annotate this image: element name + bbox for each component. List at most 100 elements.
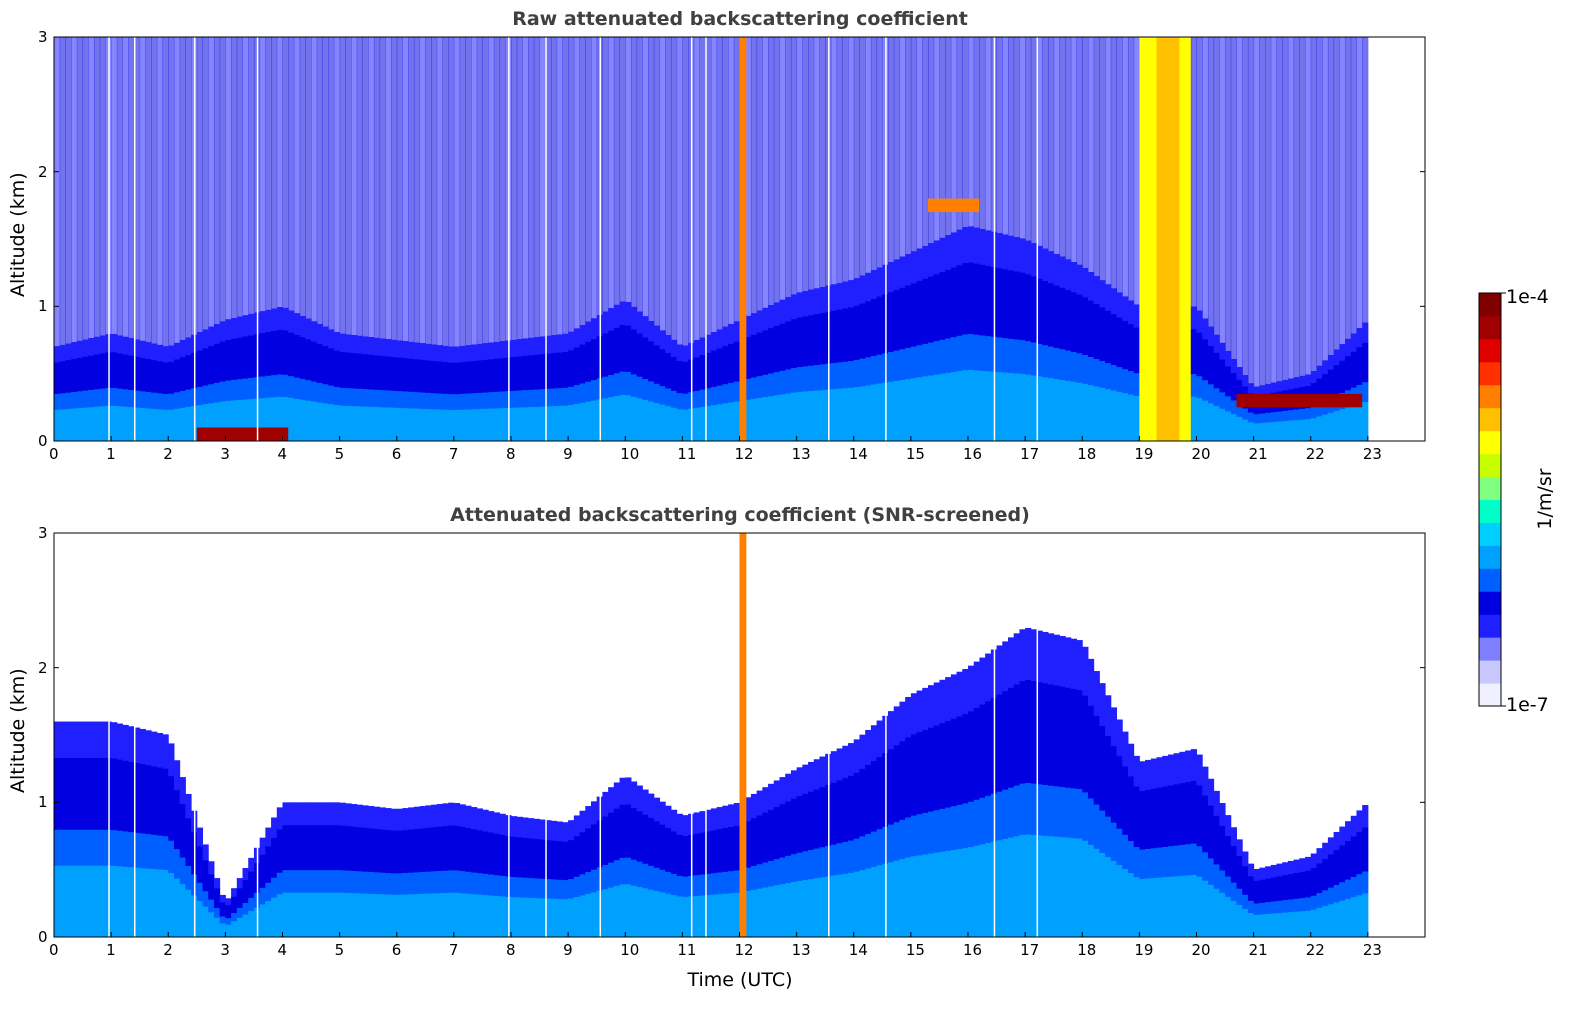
raw-noise-cell <box>916 37 923 249</box>
raw-noise-cell <box>185 37 192 338</box>
screened-heatmap-cell <box>853 805 860 839</box>
screened-heatmap-cell <box>168 807 175 841</box>
screened-heatmap-cell <box>1310 895 1317 910</box>
screened-heatmap-cell <box>1156 787 1163 818</box>
screened-heatmap-cell <box>219 894 226 903</box>
screened-heatmap-cell <box>339 892 346 916</box>
raw-heatmap-cell <box>162 393 169 410</box>
raw-heatmap-cell <box>870 412 878 442</box>
screened-heatmap-cell <box>1293 924 1300 938</box>
screened-heatmap-cell <box>76 865 84 902</box>
screened-heatmap-cell <box>916 772 923 815</box>
screened-heatmap-cell <box>1036 681 1043 734</box>
screened-heatmap-cell <box>682 855 689 877</box>
screened-heatmap-cell <box>1362 849 1369 872</box>
raw-heatmap-cell <box>1093 331 1100 360</box>
screened-heatmap-cell <box>710 915 718 938</box>
screened-heatmap-cell <box>448 802 455 826</box>
raw-heatmap-cell <box>1042 248 1049 282</box>
raw-heatmap-cell <box>196 386 204 406</box>
raw-heatmap-cell <box>796 341 803 368</box>
raw-heatmap-cell <box>476 359 483 377</box>
raw-heatmap-cell <box>305 379 312 401</box>
screened-heatmap-cell <box>1053 836 1060 888</box>
screened-heatmap-cell <box>1076 788 1083 839</box>
raw-heatmap-cell <box>1350 369 1357 388</box>
screened-heatmap-cell <box>139 798 146 834</box>
screened-heatmap-cell <box>396 830 403 852</box>
screened-heatmap-cell <box>362 893 369 916</box>
raw-heatmap-cell <box>1105 310 1112 337</box>
raw-heatmap-cell <box>248 398 255 421</box>
raw-heatmap-cell <box>1322 360 1329 375</box>
raw-heatmap-cell <box>385 338 392 357</box>
raw-heatmap-cell <box>59 360 66 378</box>
raw-heatmap-cell <box>710 331 718 351</box>
raw-heatmap-cell <box>728 421 735 442</box>
raw-heatmap-cell <box>1207 402 1215 423</box>
screened-heatmap-cell <box>265 864 272 883</box>
raw-heatmap-cell <box>933 240 940 275</box>
raw-heatmap-cell <box>368 371 375 390</box>
screened-heatmap-cell <box>939 851 946 895</box>
screened-heatmap-cell <box>1042 631 1049 684</box>
screened-heatmap-cell <box>1162 876 1169 908</box>
raw-heatmap-cell <box>813 390 820 417</box>
raw-heatmap-cell <box>1013 338 1020 374</box>
raw-noise-cell <box>1065 37 1072 260</box>
raw-heatmap-cell <box>556 387 563 406</box>
raw-x-tick-label: 4 <box>277 445 288 463</box>
raw-heatmap-cell <box>213 323 221 344</box>
screened-heatmap-cell <box>1162 846 1169 878</box>
raw-heatmap-cell <box>910 314 918 347</box>
screened-heatmap-cell <box>973 891 980 938</box>
raw-heatmap-cell <box>853 413 860 442</box>
screened-heatmap-cell <box>870 901 878 938</box>
screened-heatmap-cell <box>1253 914 1260 927</box>
screened-heatmap-cell <box>1179 844 1186 876</box>
screened-heatmap-cell <box>1127 775 1135 809</box>
raw-heatmap-cell <box>1282 379 1289 391</box>
screened-heatmap-cell <box>1207 778 1215 806</box>
screened-heatmap-cell <box>876 864 883 902</box>
screened-heatmap-cell <box>54 829 61 866</box>
raw-heatmap-cell <box>1356 403 1363 423</box>
raw-heatmap-cell <box>1013 407 1020 442</box>
screened-heatmap-cell <box>853 904 860 938</box>
screened-heatmap-cell <box>391 872 398 895</box>
screened-heatmap-cell <box>65 865 72 902</box>
raw-heatmap-cell <box>1076 264 1083 295</box>
raw-heatmap-cell <box>928 375 935 409</box>
raw-heatmap-cell <box>1213 352 1220 371</box>
screened-heatmap-cell <box>573 855 581 877</box>
raw-noise-cell <box>288 37 295 311</box>
screened-heatmap-cell <box>1105 856 1112 898</box>
screened-heatmap-cell <box>145 764 152 800</box>
raw-heatmap-cell <box>1299 386 1306 398</box>
raw-heatmap-cell <box>322 364 329 385</box>
raw-heatmap-cell <box>516 372 523 391</box>
raw-noise-cell <box>1076 37 1083 265</box>
raw-heatmap-cell <box>756 397 763 420</box>
raw-heatmap-cell <box>813 288 820 315</box>
raw-heatmap-cell <box>482 392 489 409</box>
raw-heatmap-cell <box>602 311 609 334</box>
raw-heatmap-cell <box>213 362 221 383</box>
screened-heatmap-cell <box>733 870 740 893</box>
screened-heatmap-cell <box>1316 922 1323 938</box>
screened-heatmap-cell <box>305 869 312 893</box>
raw-x-tick-label: 15 <box>905 445 925 463</box>
screened-heatmap-cell <box>162 869 169 904</box>
screened-heatmap-cell <box>225 904 232 912</box>
screened-heatmap-cell <box>699 874 706 896</box>
screened-heatmap-cell <box>311 847 318 871</box>
screened-x-tick-label: 12 <box>734 941 754 959</box>
screened-heatmap-cell <box>985 795 992 844</box>
screened-heatmap-cell <box>179 803 186 831</box>
screened-heatmap-cell <box>1167 906 1175 938</box>
screened-heatmap-cell <box>54 901 61 938</box>
screened-heatmap-cell <box>373 893 381 916</box>
screened-heatmap-cell <box>362 849 369 872</box>
raw-heatmap-cell <box>1287 430 1295 442</box>
raw-noise-cell <box>1190 37 1197 307</box>
